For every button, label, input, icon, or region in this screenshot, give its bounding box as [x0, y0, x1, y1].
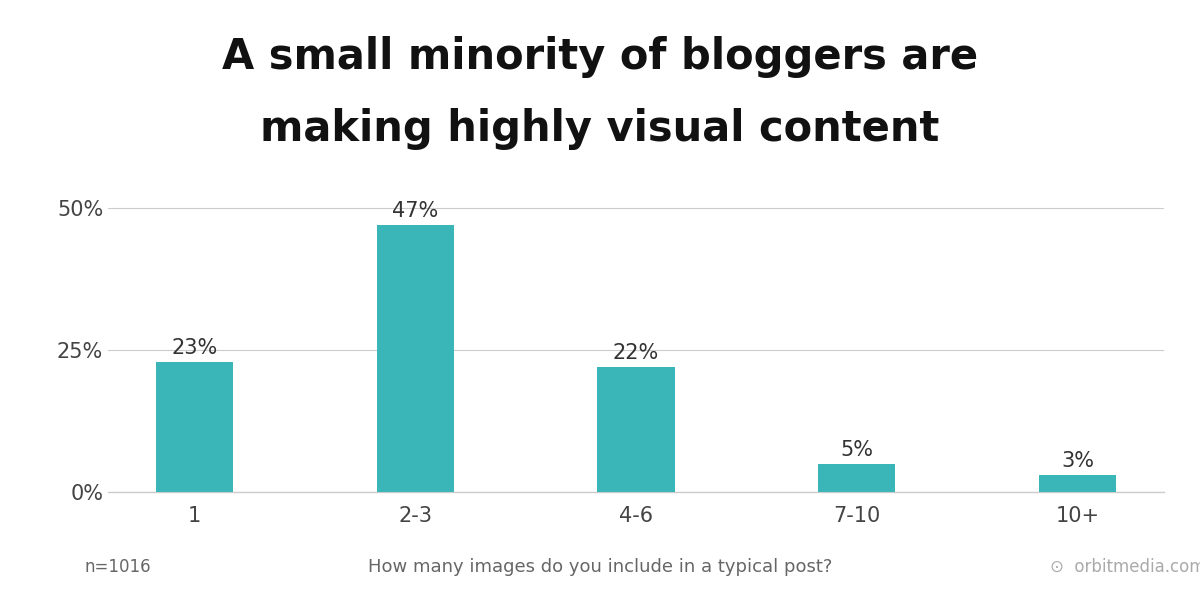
Text: 5%: 5% — [840, 440, 874, 460]
Bar — [377, 226, 454, 492]
Text: 22%: 22% — [613, 343, 659, 363]
Text: How many images do you include in a typical post?: How many images do you include in a typi… — [368, 558, 832, 576]
Bar — [156, 362, 233, 492]
Bar — [598, 367, 674, 492]
Text: A small minority of bloggers are: A small minority of bloggers are — [222, 36, 978, 78]
Text: 23%: 23% — [172, 338, 217, 358]
Text: 47%: 47% — [392, 202, 438, 221]
Bar — [818, 464, 895, 492]
Bar — [1039, 475, 1116, 492]
Text: n=1016: n=1016 — [84, 558, 151, 576]
Text: making highly visual content: making highly visual content — [260, 108, 940, 150]
Text: 3%: 3% — [1061, 451, 1094, 471]
Text: ⊙  orbitmedia.com: ⊙ orbitmedia.com — [1050, 558, 1200, 576]
